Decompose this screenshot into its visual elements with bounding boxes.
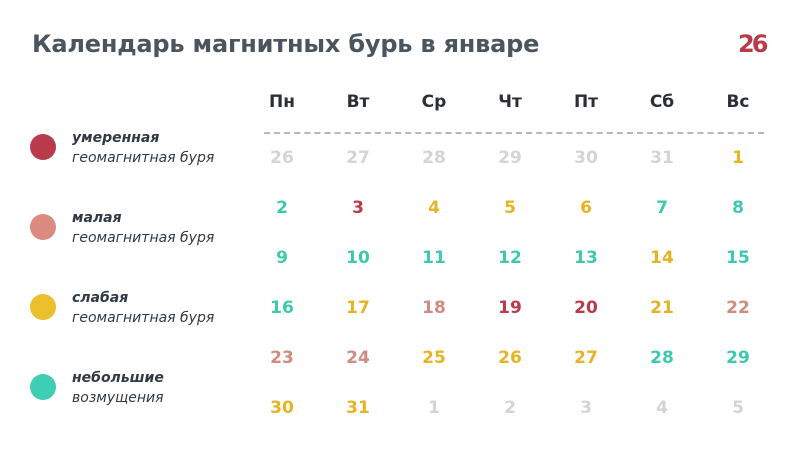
day-cell: 19 [498,298,522,318]
legend-title: небольшие [72,370,164,386]
day-cell: 1 [732,148,744,168]
weekday-label: Чт [498,92,522,112]
legend-subtitle: возмущения [72,390,164,406]
day-cell: 31 [346,398,370,418]
legend-subtitle: геомагнитная буря [72,230,215,246]
day-cell: 29 [726,348,750,368]
legend-title: умеренная [72,130,160,146]
day-cell: 14 [650,248,674,268]
day-cell-other-month: 27 [346,148,370,168]
day-cell: 7 [656,198,668,218]
day-cell-other-month: 29 [498,148,522,168]
legend-text: слабая геомагнитная буря [72,288,214,328]
weekday-header: Пн Вт Ср Чт Пт Сб Вс [244,92,776,122]
day-cell: 3 [352,198,364,218]
weekday-label: Сб [649,92,675,112]
day-cell-other-month: 1 [428,398,440,418]
day-cell: 22 [726,298,750,318]
day-cell: 11 [422,248,446,268]
day-cell: 2 [276,198,288,218]
day-cell: 17 [346,298,370,318]
day-cell: 12 [498,248,522,268]
legend-item: умеренная геомагнитная буря [30,128,250,168]
day-cell-other-month: 28 [422,148,446,168]
day-cell: 23 [270,348,294,368]
day-cell: 5 [504,198,516,218]
day-cell: 26 [498,348,522,368]
day-cell: 25 [422,348,446,368]
legend-text: умеренная геомагнитная буря [72,128,214,168]
legend-item: слабая геомагнитная буря [30,288,250,328]
day-cell: 30 [270,398,294,418]
weekday-label: Пн [269,92,295,112]
day-cell-other-month: 26 [270,148,294,168]
legend-subtitle: геомагнитная буря [72,310,215,326]
header-divider [264,132,764,134]
legend-dot-icon [30,214,56,240]
legend-dot-icon [30,294,56,320]
day-cell: 21 [650,298,674,318]
day-cell: 13 [574,248,598,268]
day-cell: 4 [428,198,440,218]
day-cell-other-month: 30 [574,148,598,168]
legend-dot-icon [30,374,56,400]
legend-dot-icon [30,134,56,160]
day-cell: 15 [726,248,750,268]
day-cell: 9 [276,248,288,268]
weekday-label: Вс [726,92,750,112]
day-cell: 6 [580,198,592,218]
day-cell: 8 [732,198,744,218]
day-cell-other-month: 3 [580,398,592,418]
day-cell-other-month: 5 [732,398,744,418]
day-cell: 20 [574,298,598,318]
logo: 26 [738,30,768,58]
day-cell: 27 [574,348,598,368]
day-cell-other-month: 31 [650,148,674,168]
legend-subtitle: геомагнитная буря [72,150,215,166]
legend-text: небольшие возмущения [72,368,164,408]
day-cell: 24 [346,348,370,368]
day-cell: 10 [346,248,370,268]
weekday-label: Вт [346,92,370,112]
weekday-label: Пт [573,92,599,112]
legend-title: малая [72,210,122,226]
day-cell-other-month: 4 [656,398,668,418]
legend-item: малая геомагнитная буря [30,208,250,248]
weekday-label: Ср [421,92,447,112]
page-title: Календарь магнитных бурь в январе [32,30,540,58]
legend-text: малая геомагнитная буря [72,208,214,248]
day-cell: 16 [270,298,294,318]
day-cell-other-month: 2 [504,398,516,418]
legend-item: небольшие возмущения [30,368,250,408]
legend-title: слабая [72,290,129,306]
day-cell: 18 [422,298,446,318]
day-cell: 28 [650,348,674,368]
